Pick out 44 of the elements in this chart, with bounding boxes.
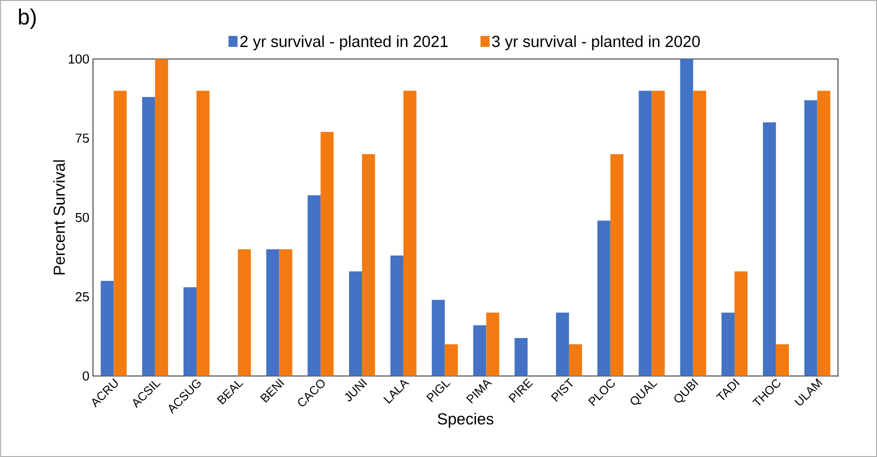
bar (817, 90, 830, 376)
bar (568, 344, 582, 376)
bar (266, 249, 280, 376)
bar (142, 97, 156, 376)
bar (432, 300, 445, 376)
bar (638, 90, 652, 376)
bar (610, 154, 624, 376)
y-tick-label: 50 (76, 212, 89, 222)
y-tick-label: 25 (76, 292, 89, 302)
y-tick-label: 0 (82, 371, 89, 381)
text: b) (18, 8, 36, 30)
y-tick-label: 75 (76, 134, 89, 143)
bar (114, 90, 127, 376)
bar (597, 220, 610, 376)
y-tick-label: 100 (68, 54, 89, 64)
bar (734, 271, 748, 376)
legend-label: 2 yr survival - planted in 2021 (240, 35, 448, 50)
bar (238, 249, 251, 376)
bar (155, 58, 168, 376)
bar (403, 90, 416, 376)
bar (320, 132, 334, 376)
legend-label: 3 yr survival - planted in 2020 (492, 35, 700, 50)
bar (693, 90, 706, 376)
bar (444, 344, 458, 376)
bar (100, 280, 114, 376)
bar (308, 195, 321, 376)
bar (473, 325, 486, 376)
bar (722, 312, 735, 376)
bar (776, 344, 789, 376)
bar (349, 271, 362, 376)
bar (486, 312, 500, 376)
bar (556, 312, 569, 376)
bar (196, 90, 210, 376)
x-axis-title: Species (438, 412, 494, 428)
bar (183, 287, 196, 376)
bar (652, 90, 665, 376)
bar (804, 100, 818, 376)
bar (762, 122, 776, 376)
bar (362, 154, 376, 376)
bar (279, 249, 292, 376)
bar (390, 256, 404, 376)
bar (514, 338, 528, 376)
y-axis-title: Percent Survival (53, 160, 65, 274)
bar (680, 58, 694, 376)
